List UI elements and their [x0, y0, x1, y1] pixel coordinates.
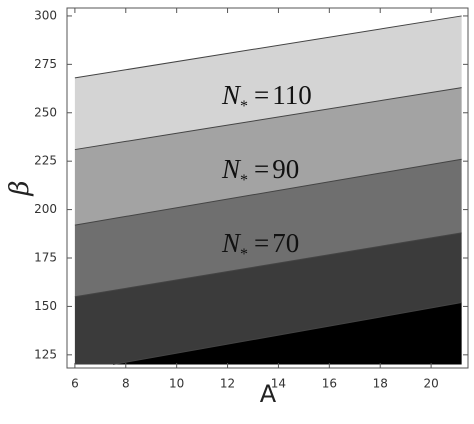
label-subscript: *	[240, 172, 248, 189]
y-axis-label: β	[5, 180, 35, 196]
y-tick-label: 250	[34, 105, 57, 119]
contour-line	[74, 87, 462, 151]
y-tick-label: 300	[34, 8, 57, 22]
contour-line	[112, 302, 462, 366]
contour-line	[74, 15, 462, 79]
contour-label: N* = 110	[221, 80, 312, 115]
y-tick-label: 275	[34, 57, 57, 71]
contour-line	[74, 158, 462, 226]
x-tick-label: 8	[122, 377, 130, 391]
label-subscript: *	[240, 246, 248, 263]
frame	[66, 7, 469, 369]
x-tick-label: 18	[373, 377, 388, 391]
label-symbol: N	[221, 154, 242, 184]
contour-label: N* = 90	[221, 154, 299, 189]
x-tick-label: 10	[169, 377, 184, 391]
contour-label: N* = 70	[221, 228, 299, 263]
x-tick-label: 12	[220, 377, 235, 391]
contour-region	[74, 159, 462, 297]
x-axis-label: A	[260, 380, 277, 408]
label-value: 110	[272, 80, 312, 110]
y-tick-label: 175	[34, 251, 57, 265]
contour-line	[74, 232, 462, 298]
contour-region	[74, 87, 462, 226]
label-value: 90	[272, 154, 299, 184]
label-relation: =	[254, 228, 269, 258]
x-tick-label: 16	[322, 377, 337, 391]
y-tick-label: 125	[34, 347, 57, 361]
y-tick-label: 150	[34, 299, 57, 313]
contour-region	[74, 15, 462, 150]
x-tick-label: 14	[271, 377, 286, 391]
label-subscript: *	[240, 98, 248, 115]
label-value: 70	[272, 228, 299, 258]
y-tick-label: 200	[34, 202, 57, 216]
contour-region	[74, 232, 462, 365]
y-tick-label: 225	[34, 154, 57, 168]
plot-area	[74, 15, 462, 366]
label-relation: =	[254, 80, 269, 110]
x-tick-label: 6	[71, 377, 79, 391]
label-symbol: N	[221, 80, 242, 110]
x-tick-label: 20	[423, 377, 438, 391]
label-symbol: N	[221, 228, 242, 258]
label-relation: =	[254, 154, 269, 184]
